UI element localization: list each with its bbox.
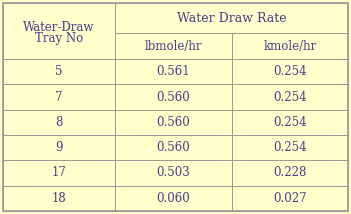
Text: 9: 9 — [55, 141, 63, 154]
Bar — [3, 3, 115, 59]
Text: 17: 17 — [52, 166, 66, 180]
Text: 0.560: 0.560 — [157, 116, 190, 129]
Bar — [232, 110, 348, 135]
Bar — [232, 84, 348, 110]
Text: 18: 18 — [52, 192, 66, 205]
Bar — [115, 135, 232, 160]
Text: 8: 8 — [55, 116, 63, 129]
Text: 0.560: 0.560 — [157, 91, 190, 104]
Text: 0.060: 0.060 — [157, 192, 190, 205]
Bar — [232, 33, 348, 59]
Bar — [232, 135, 348, 160]
Text: 0.254: 0.254 — [273, 141, 307, 154]
Bar — [232, 186, 348, 211]
Bar — [115, 110, 232, 135]
Text: 0.228: 0.228 — [273, 166, 307, 180]
Bar — [115, 59, 232, 84]
Bar — [232, 59, 348, 84]
Text: Tray No: Tray No — [35, 31, 83, 45]
Text: 0.254: 0.254 — [273, 91, 307, 104]
Bar — [3, 135, 115, 160]
Text: 0.561: 0.561 — [157, 65, 190, 78]
Text: 0.503: 0.503 — [157, 166, 190, 180]
Text: 7: 7 — [55, 91, 63, 104]
Bar — [3, 59, 115, 84]
Bar — [232, 160, 348, 186]
Bar — [3, 110, 115, 135]
Bar — [115, 33, 232, 59]
Text: Water-Draw: Water-Draw — [23, 21, 95, 34]
Text: 0.254: 0.254 — [273, 65, 307, 78]
Bar — [115, 186, 232, 211]
Text: 0.027: 0.027 — [273, 192, 307, 205]
Text: kmole/hr: kmole/hr — [263, 40, 317, 52]
Text: 5: 5 — [55, 65, 63, 78]
Text: 0.254: 0.254 — [273, 116, 307, 129]
Bar — [115, 84, 232, 110]
Text: Water Draw Rate: Water Draw Rate — [177, 12, 286, 24]
Text: lbmole/hr: lbmole/hr — [145, 40, 202, 52]
Bar — [115, 160, 232, 186]
Bar — [3, 84, 115, 110]
Bar — [3, 160, 115, 186]
Text: 0.560: 0.560 — [157, 141, 190, 154]
Bar — [115, 3, 348, 33]
Bar — [3, 186, 115, 211]
